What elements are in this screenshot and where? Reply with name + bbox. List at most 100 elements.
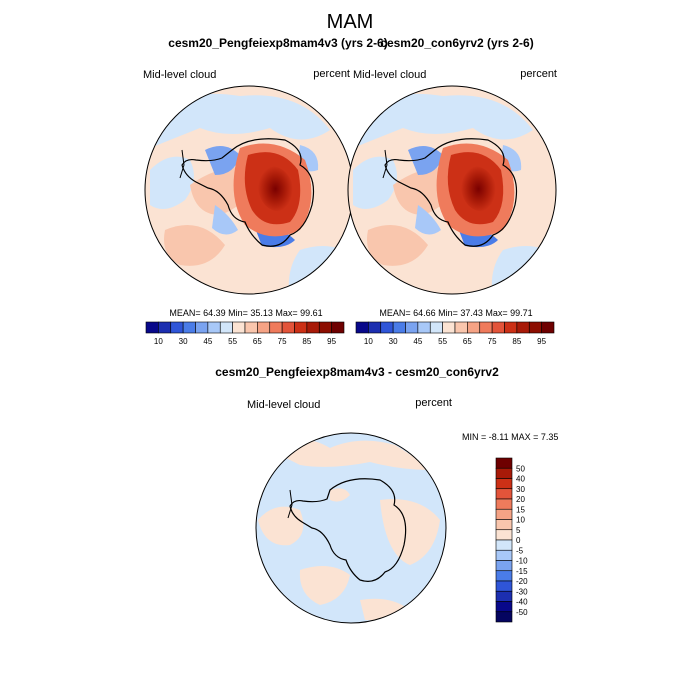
colorbar-swatch	[158, 321, 172, 334]
variable-label: Mid-level cloud	[247, 399, 320, 411]
colorbar-tick-label: 30	[179, 337, 188, 346]
colorbar-swatch	[331, 321, 345, 334]
map-panel-difference: cesm20_Pengfeiexp8mam4v3 - cesm20_con6yr…	[215, 365, 558, 624]
colorbar-tick-label: 10	[364, 337, 373, 346]
colorbar-swatch	[417, 321, 431, 334]
panel-title: cesm20_Pengfeiexp8mam4v3 (yrs 2-6)	[168, 36, 387, 50]
colorbar-tick-label: 65	[253, 337, 262, 346]
colorbar-tick-label: 45	[413, 337, 422, 346]
map-boundary	[347, 85, 557, 295]
panel-title: cesm20_Pengfeiexp8mam4v3 - cesm20_con6yr…	[215, 365, 499, 379]
colorbar-swatch	[429, 321, 443, 334]
colorbar-swatch	[467, 321, 481, 334]
peninsula-coastline	[179, 149, 185, 179]
colorbar-swatch	[380, 321, 394, 334]
colorbar-swatch	[495, 457, 513, 469]
colorbar-swatch	[504, 321, 518, 334]
colorbar-swatch	[495, 467, 513, 479]
colorbar-swatch	[244, 321, 258, 334]
colorbar-tick-label: 55	[438, 337, 447, 346]
colorbar-tick-label: 30	[389, 337, 398, 346]
colorbar-swatch	[495, 549, 513, 561]
contour-field	[348, 86, 556, 294]
colorbar-tick-label: 75	[488, 337, 497, 346]
colorbar-tick-label: 40	[516, 475, 525, 484]
colorbar-swatch	[495, 560, 513, 572]
colorbar-tick-label: 0	[516, 536, 521, 545]
colorbar-tick-label: -50	[516, 608, 528, 617]
colorbar-swatch	[232, 321, 246, 334]
colorbar-tick-label: 5	[516, 526, 521, 535]
colorbar-swatch	[318, 321, 332, 334]
colorbar-tick-label: 55	[228, 337, 237, 346]
colorbar-tick-label: 50	[516, 464, 525, 473]
colorbar-swatch	[495, 488, 513, 500]
colorbar-labels: 10 30 45 55 65 75 85 95	[154, 337, 337, 346]
colorbar-swatch	[195, 321, 209, 334]
min-max-label: MIN = -8.11 MAX = 7.35	[462, 432, 558, 442]
colorbar-tick-label: 30	[516, 485, 525, 494]
colorbar-swatch	[145, 321, 159, 334]
colorbar-swatch	[207, 321, 221, 334]
colorbar-swatch	[306, 321, 320, 334]
colorbar	[145, 321, 345, 334]
colorbar-tick-label: 85	[512, 337, 521, 346]
colorbar-tick-label: 65	[463, 337, 472, 346]
colorbar-labels: 10 30 45 55 65 75 85 95	[364, 337, 547, 346]
units-label: percent	[415, 397, 452, 409]
colorbar-swatch	[495, 498, 513, 510]
colorbar-swatch	[495, 601, 513, 613]
colorbar-swatch	[442, 321, 456, 334]
colorbar-tick-label: -30	[516, 587, 528, 596]
colorbar-tick-label: 15	[516, 505, 525, 514]
variable-label: Mid-level cloud	[353, 69, 426, 81]
colorbar-tick-label: 10	[516, 516, 525, 525]
units-label: percent	[313, 68, 350, 80]
colorbar-swatch	[495, 580, 513, 592]
colorbar-swatch	[454, 321, 468, 334]
colorbar	[495, 457, 513, 623]
map-boundary	[255, 432, 447, 624]
units-label: percent	[520, 68, 557, 80]
colorbar-swatch	[495, 590, 513, 602]
colorbar-swatch	[495, 570, 513, 582]
colorbar-swatch	[355, 321, 369, 334]
colorbar-swatch	[281, 321, 295, 334]
colorbar-swatch	[392, 321, 406, 334]
colorbar-swatch	[528, 321, 542, 334]
colorbar-swatch	[495, 611, 513, 623]
panel-title: cesm20_con6yrv2 (yrs 2-6)	[380, 36, 533, 50]
stats-label: MEAN= 64.66 Min= 37.43 Max= 99.71	[379, 308, 532, 318]
stats-label: MEAN= 64.39 Min= 35.13 Max= 99.61	[169, 308, 322, 318]
peninsula-coastline	[382, 149, 388, 179]
colorbar-swatch	[368, 321, 382, 334]
contour-field	[145, 86, 353, 294]
map-panel-left: cesm20_Pengfeiexp8mam4v3 (yrs 2-6) Mid-l…	[143, 36, 388, 346]
colorbar-swatch	[491, 321, 505, 334]
colorbar-swatch	[170, 321, 184, 334]
colorbar-swatch	[479, 321, 493, 334]
colorbar-swatch	[257, 321, 271, 334]
colorbar-swatch	[495, 539, 513, 551]
colorbar-tick-label: 85	[302, 337, 311, 346]
colorbar-swatch	[516, 321, 530, 334]
colorbar-swatch	[541, 321, 555, 334]
colorbar-tick-label: -20	[516, 577, 528, 586]
colorbar-tick-label: -10	[516, 557, 528, 566]
colorbar-swatch	[495, 529, 513, 541]
variable-label: Mid-level cloud	[143, 69, 216, 81]
colorbar-swatch	[495, 478, 513, 490]
figure-title: MAM	[327, 11, 374, 33]
colorbar-tick-label: 20	[516, 495, 525, 504]
colorbar-tick-label: -40	[516, 598, 528, 607]
colorbar-swatch	[495, 519, 513, 531]
colorbar-swatch	[405, 321, 419, 334]
map-panel-right: cesm20_con6yrv2 (yrs 2-6) Mid-level clou…	[347, 36, 557, 346]
peninsula-coastline	[287, 489, 293, 519]
colorbar-tick-label: 75	[278, 337, 287, 346]
colorbar	[355, 321, 555, 334]
colorbar-swatch	[495, 508, 513, 520]
colorbar-swatch	[182, 321, 196, 334]
